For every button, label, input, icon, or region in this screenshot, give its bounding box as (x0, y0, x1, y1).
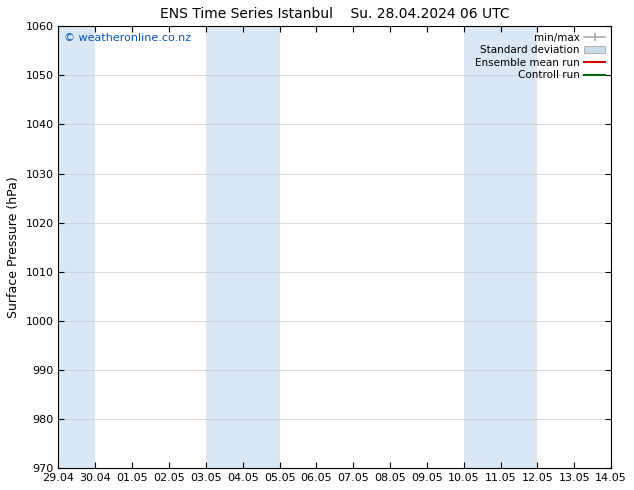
Bar (206, 26, 280, 468)
Text: © weatheronline.co.nz: © weatheronline.co.nz (64, 33, 191, 43)
Title: ENS Time Series Istanbul    Su. 28.04.2024 06 UTC: ENS Time Series Istanbul Su. 28.04.2024 … (160, 7, 510, 21)
Y-axis label: Surface Pressure (hPa): Surface Pressure (hPa) (7, 176, 20, 318)
Legend: min/max, Standard deviation, Ensemble mean run, Controll run: min/max, Standard deviation, Ensemble me… (471, 28, 609, 84)
Bar (464, 26, 538, 468)
Bar (40, 26, 95, 468)
